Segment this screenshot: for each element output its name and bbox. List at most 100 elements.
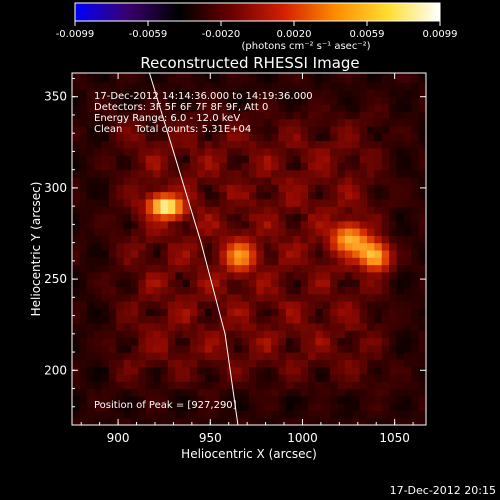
heatmap-cell (367, 140, 375, 149)
heatmap-cell (116, 184, 125, 193)
heatmap-cell (197, 162, 206, 171)
heatmap-cell (308, 73, 316, 76)
heatmap-cell (367, 74, 375, 83)
heatmap-cell (315, 220, 324, 229)
heatmap-cell (418, 257, 426, 266)
heatmap-cell (411, 315, 420, 324)
heatmap-cell (389, 82, 398, 91)
heatmap-cell (153, 308, 162, 317)
heatmap-cell (278, 337, 287, 346)
heatmap-cell (234, 315, 243, 324)
heatmap-cell (219, 337, 228, 346)
heatmap-cell (293, 133, 302, 142)
heatmap-cell (175, 228, 184, 236)
heatmap-cell (308, 293, 316, 302)
heatmap-cell (315, 162, 324, 171)
heatmap-cell (389, 403, 398, 412)
heatmap-cell (131, 322, 139, 331)
heatmap-cell (278, 155, 287, 163)
heatmap-cell (204, 286, 213, 295)
heatmap-cell (72, 286, 80, 295)
heatmap-cell (212, 322, 221, 331)
heatmap-cell (226, 140, 235, 149)
heatmap-cell (249, 111, 257, 120)
heatmap-cell (271, 111, 280, 120)
heatmap-cell (389, 111, 398, 120)
heatmap-cell (374, 111, 383, 120)
heatmap-cell (411, 191, 420, 200)
heatmap-cell (226, 337, 235, 346)
heatmap-cell (182, 264, 191, 273)
heatmap-cell (293, 381, 302, 390)
heatmap-cell (116, 118, 125, 127)
heatmap-cell (337, 82, 346, 91)
heatmap-cell (411, 118, 420, 127)
heatmap-cell (153, 337, 162, 346)
heatmap-cell (285, 410, 294, 419)
heatmap-cell (374, 337, 383, 346)
heatmap-cell (322, 162, 331, 171)
heatmap-cell (374, 308, 383, 317)
heatmap-cell (72, 213, 80, 222)
heatmap-cell (396, 381, 405, 390)
heatmap-cell (72, 300, 80, 309)
heatmap-cell (79, 111, 88, 120)
heatmap-cell (234, 220, 243, 229)
heatmap-cell (278, 322, 287, 331)
heatmap-cell (204, 73, 213, 76)
heatmap-cell (271, 315, 280, 324)
heatmap-cell (123, 279, 132, 287)
heatmap-cell (219, 198, 228, 207)
heatmap-cell (94, 330, 103, 339)
heatmap-cell (256, 322, 265, 331)
heatmap-cell (212, 213, 221, 222)
heatmap-cell (315, 344, 324, 353)
heatmap-cell (249, 286, 257, 295)
heatmap-cell (352, 104, 361, 112)
heatmap-cell (411, 206, 420, 215)
heatmap-cell (285, 220, 294, 229)
heatmap-cell (374, 359, 383, 368)
heatmap-cell (167, 300, 176, 309)
heatmap-cell (389, 89, 398, 98)
heatmap-cell (160, 162, 169, 171)
heatmap-cell (308, 344, 316, 353)
heatmap-cell (123, 264, 132, 273)
heatmap-cell (145, 125, 154, 134)
heatmap-cell (278, 74, 287, 83)
heatmap-cell (411, 74, 420, 83)
heatmap-cell (330, 257, 339, 266)
heatmap-cell (101, 147, 110, 156)
heatmap-cell (190, 366, 198, 375)
heatmap-cell (94, 140, 103, 149)
heatmap-cell (278, 191, 287, 200)
heatmap-cell (175, 293, 184, 302)
heatmap-cell (94, 96, 103, 105)
heatmap-cell (219, 395, 228, 404)
heatmap-cell (160, 242, 169, 251)
heatmap-cell (256, 184, 265, 193)
heatmap-cell (411, 73, 420, 76)
heatmap-cell (197, 381, 206, 390)
heatmap-cell (293, 125, 302, 134)
heatmap-cell (411, 213, 420, 222)
heatmap-cell (94, 213, 103, 222)
heatmap-cell (131, 344, 139, 353)
heatmap-cell (226, 96, 235, 105)
heatmap-cell (308, 82, 316, 91)
heatmap-cell (308, 352, 316, 360)
y-axis-label: Heliocentric Y (arcsec) (29, 182, 43, 317)
heatmap-cell (79, 373, 88, 382)
heatmap-cell (204, 125, 213, 134)
heatmap-cell (396, 300, 405, 309)
heatmap-cell (101, 228, 110, 236)
heatmap-cell (190, 89, 198, 98)
heatmap-cell (308, 271, 316, 280)
heatmap-cell (396, 359, 405, 368)
heatmap-cell (344, 118, 353, 127)
heatmap-cell (86, 373, 95, 382)
heatmap-cell (285, 330, 294, 339)
heatmap-cell (411, 337, 420, 346)
heatmap-cell (131, 249, 139, 258)
heatmap-cell (123, 191, 132, 200)
